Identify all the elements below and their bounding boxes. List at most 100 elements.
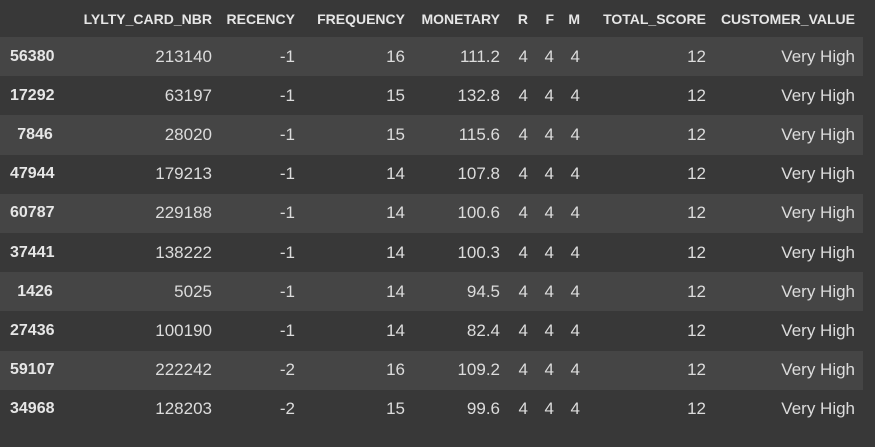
cell-m: 4	[570, 124, 580, 144]
cell-m: 4	[570, 360, 580, 380]
cell-total-score: 12	[687, 164, 706, 184]
row-index: 7846	[17, 125, 53, 143]
cell-frequency: 14	[386, 203, 405, 223]
cell-recency: -1	[279, 46, 295, 66]
cell-total-score: 12	[687, 242, 706, 262]
cell-lylty-card-nbr: 5025	[174, 281, 212, 301]
column-header-total-score: TOTAL_SCORE	[586, 0, 714, 37]
row-index: 47944	[10, 165, 55, 183]
cell-customer-value: Very High	[781, 203, 855, 223]
cell-monetary: 109.2	[457, 360, 500, 380]
cell-m: 4	[570, 399, 580, 419]
row-index: 56380	[10, 47, 55, 65]
cell-m: 4	[570, 320, 580, 340]
cell-recency: -1	[279, 242, 295, 262]
table-row: 37441 138222 -1 14 100.3 4 4 4 12 Very High	[0, 232, 863, 273]
cell-recency: -1	[279, 164, 295, 184]
cell-total-score: 12	[687, 399, 706, 419]
cell-f: 4	[544, 242, 554, 262]
cell-f: 4	[544, 46, 554, 66]
cell-f: 4	[544, 85, 554, 105]
cell-customer-value: Very High	[781, 281, 855, 301]
cell-total-score: 12	[687, 360, 706, 380]
cell-lylty-card-nbr: 222242	[155, 360, 212, 380]
cell-lylty-card-nbr: 229188	[155, 203, 212, 223]
table-row: 1426 5025 -1 14 94.5 4 4 4 12 Very High	[0, 272, 863, 312]
cell-m: 4	[570, 85, 580, 105]
cell-frequency: 15	[386, 399, 405, 419]
cell-r: 4	[518, 164, 528, 184]
cell-monetary: 99.6	[466, 399, 500, 419]
cell-total-score: 12	[687, 85, 706, 105]
cell-m: 4	[570, 203, 580, 223]
cell-frequency: 15	[386, 85, 405, 105]
row-index: 34968	[10, 400, 55, 418]
cell-f: 4	[544, 320, 554, 340]
cell-lylty-card-nbr: 28020	[164, 124, 212, 144]
cell-monetary: 111.2	[459, 46, 500, 66]
cell-customer-value: Very High	[781, 320, 855, 340]
cell-frequency: 16	[386, 360, 405, 380]
row-index: 17292	[10, 86, 55, 104]
cell-total-score: 12	[687, 124, 706, 144]
cell-customer-value: Very High	[781, 85, 855, 105]
cell-r: 4	[518, 360, 528, 380]
column-header-recency: RECENCY	[220, 0, 303, 37]
cell-r: 4	[518, 203, 528, 223]
cell-recency: -1	[279, 124, 295, 144]
cell-frequency: 14	[386, 320, 405, 340]
cell-monetary: 107.8	[457, 164, 500, 184]
cell-monetary: 82.4	[466, 320, 500, 340]
cell-f: 4	[544, 399, 554, 419]
cell-lylty-card-nbr: 213140	[155, 46, 212, 66]
cell-lylty-card-nbr: 100190	[155, 320, 212, 340]
cell-lylty-card-nbr: 179213	[155, 164, 212, 184]
cell-monetary: 94.5	[466, 281, 500, 301]
cell-m: 4	[570, 164, 580, 184]
cell-f: 4	[544, 360, 554, 380]
cell-total-score: 12	[687, 46, 706, 66]
cell-customer-value: Very High	[781, 46, 855, 66]
cell-r: 4	[518, 46, 528, 66]
column-header-f: F	[534, 0, 560, 37]
cell-frequency: 14	[386, 242, 405, 262]
cell-customer-value: Very High	[781, 164, 855, 184]
cell-m: 4	[570, 242, 580, 262]
table-row: 56380 213140 -1 16 111.2 4 4 4 12 Very High	[0, 37, 863, 77]
cell-m: 4	[570, 46, 580, 66]
row-index: 60787	[10, 204, 55, 222]
cell-f: 4	[544, 164, 554, 184]
row-index: 1426	[17, 282, 53, 300]
cell-customer-value: Very High	[781, 242, 855, 262]
table-header: LYLTY_CARD_NBR RECENCY FREQUENCY MONETAR…	[0, 0, 863, 37]
cell-frequency: 14	[386, 281, 405, 301]
cell-lylty-card-nbr: 138222	[155, 242, 212, 262]
cell-frequency: 14	[386, 164, 405, 184]
cell-recency: -1	[279, 320, 295, 340]
column-header-monetary: MONETARY	[413, 0, 508, 37]
cell-customer-value: Very High	[781, 399, 855, 419]
cell-total-score: 12	[687, 203, 706, 223]
column-header-m: M	[560, 0, 586, 37]
cell-customer-value: Very High	[781, 124, 855, 144]
row-index: 27436	[10, 321, 55, 339]
cell-monetary: 100.6	[457, 203, 500, 223]
column-header-r: R	[508, 0, 534, 37]
table-row: 59107 222242 -2 16 109.2 4 4 4 12 Very High	[0, 350, 863, 390]
table-body: 56380 213140 -1 16 111.2 4 4 4 12 Very High 17292 6…	[0, 37, 863, 429]
cell-lylty-card-nbr: 128203	[155, 399, 212, 419]
cell-total-score: 12	[687, 320, 706, 340]
cell-r: 4	[518, 399, 528, 419]
row-index: 59107	[10, 361, 55, 379]
table-row: 60787 229188 -1 14 100.6 4 4 4 12 Very High	[0, 193, 863, 233]
index-header	[0, 0, 70, 37]
cell-monetary: 132.8	[457, 85, 500, 105]
column-header-customer-value: CUSTOMER_VALUE	[714, 0, 863, 37]
column-header-lylty-card-nbr: LYLTY_CARD_NBR	[70, 0, 220, 37]
cell-f: 4	[544, 124, 554, 144]
cell-lylty-card-nbr: 63197	[164, 85, 212, 105]
cell-f: 4	[544, 203, 554, 223]
cell-r: 4	[518, 281, 528, 301]
cell-r: 4	[518, 242, 528, 262]
cell-recency: -1	[279, 203, 295, 223]
